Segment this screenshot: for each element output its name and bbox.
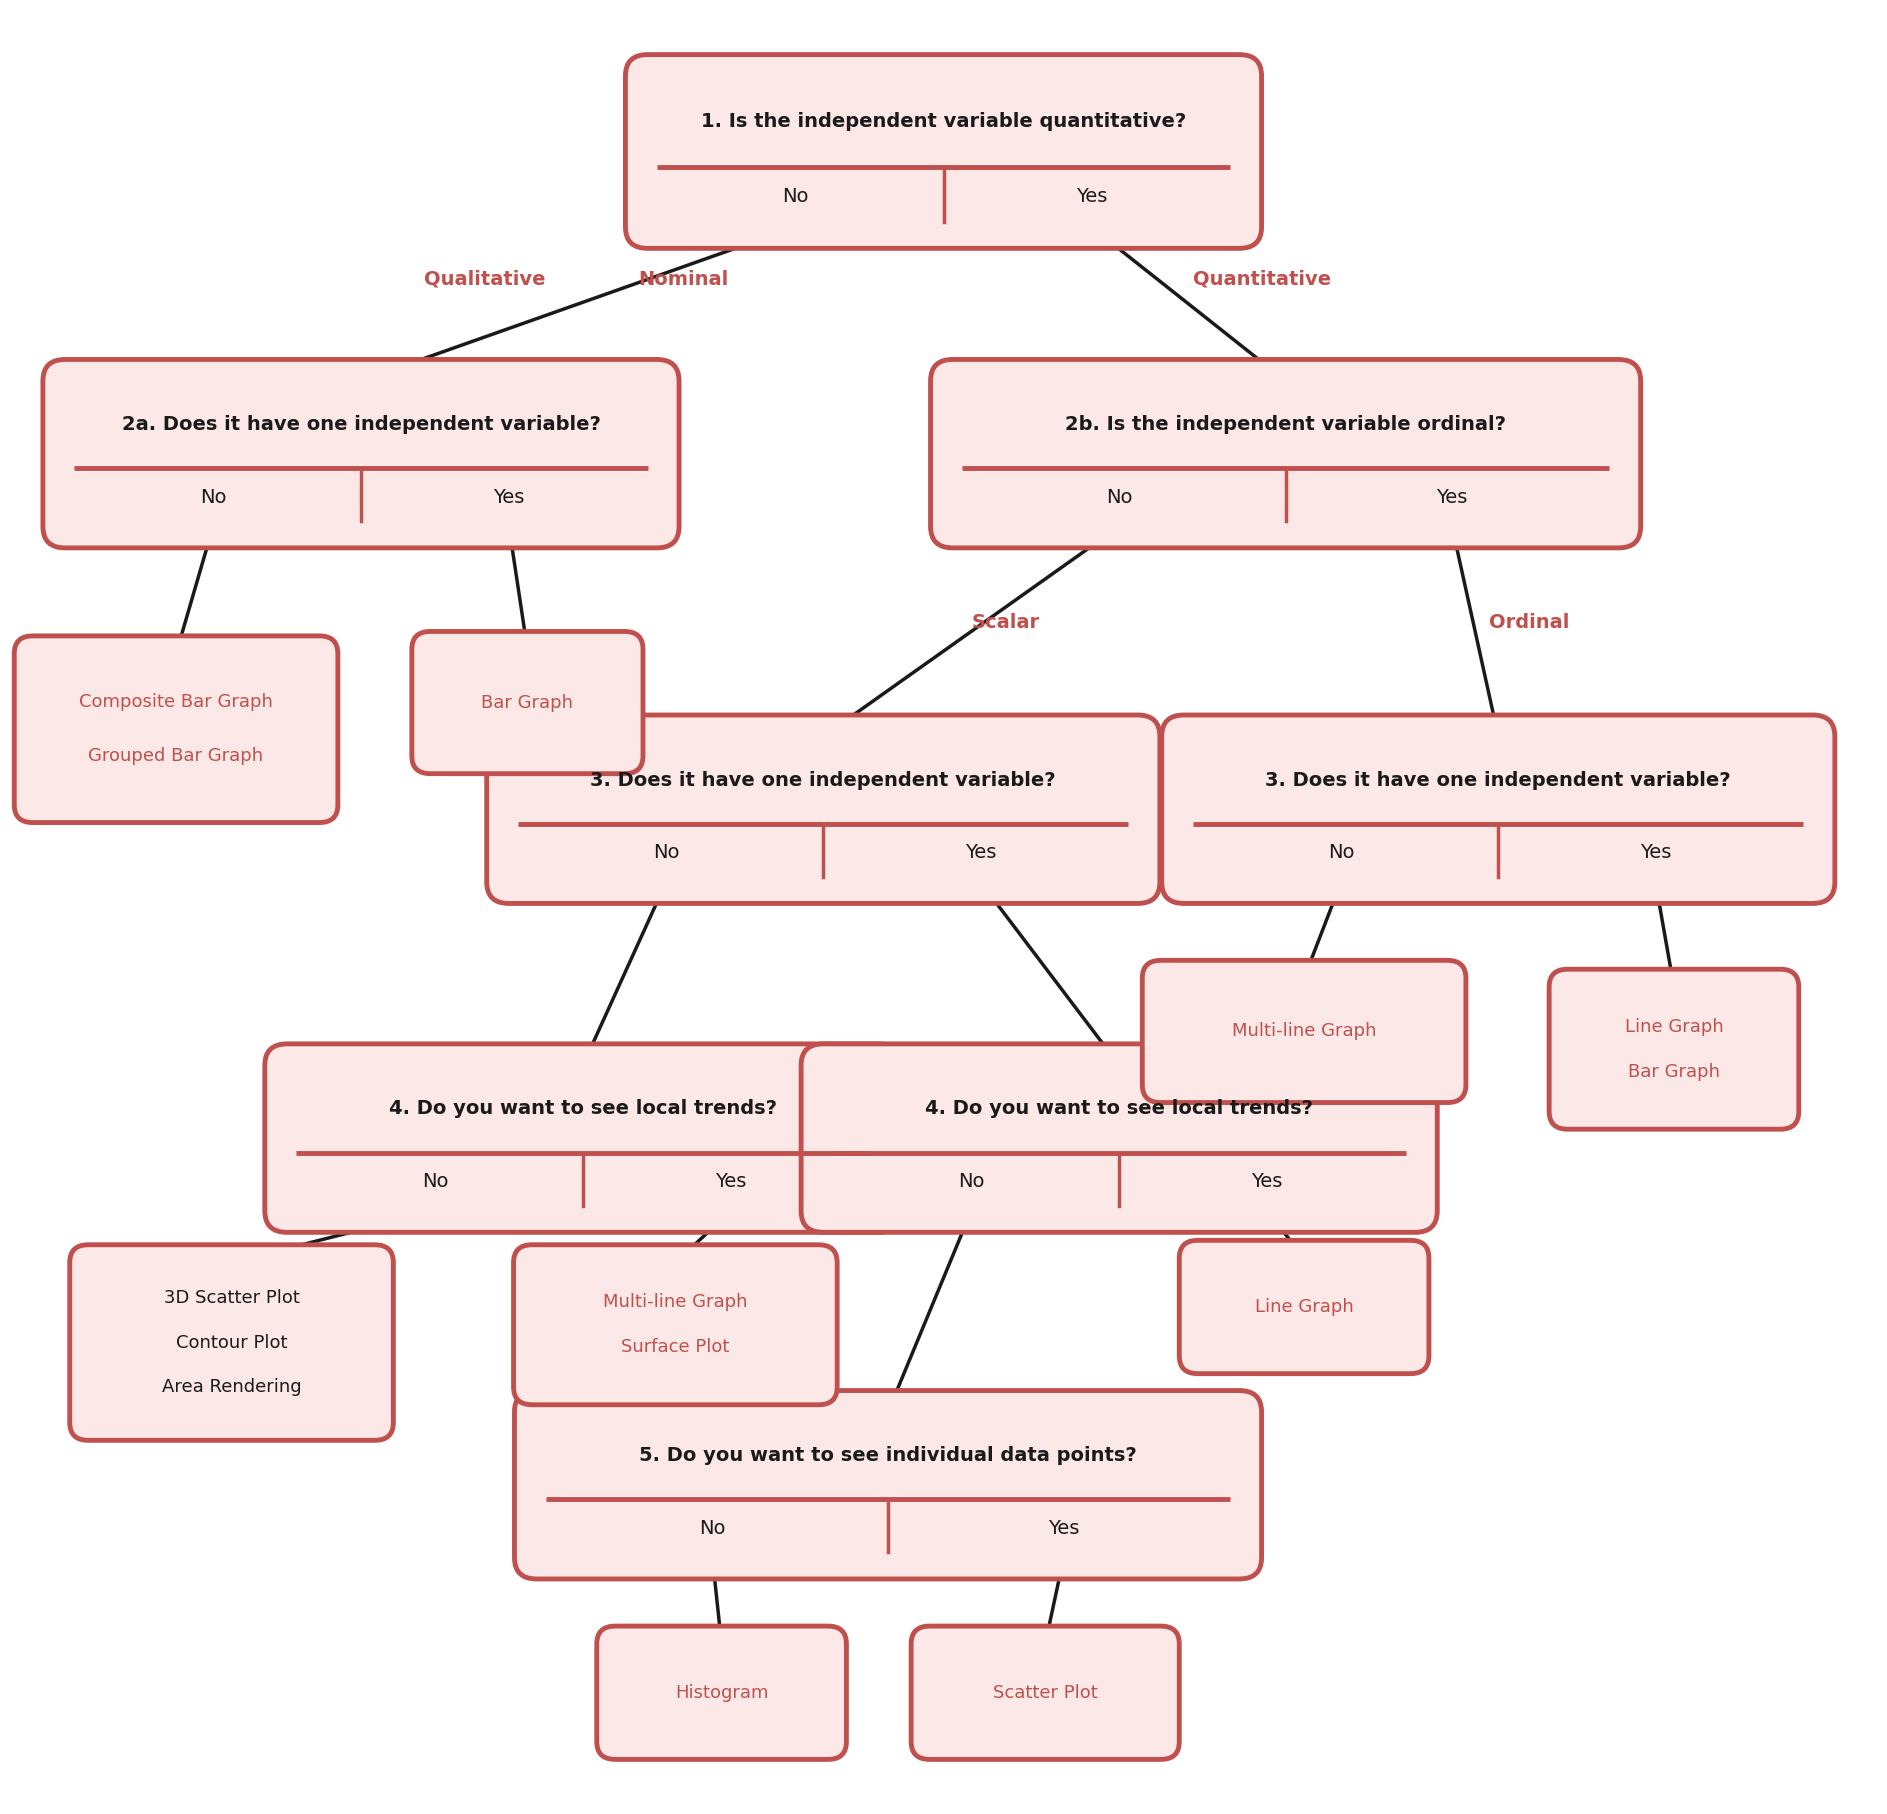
Text: Scalar: Scalar: [972, 613, 1040, 631]
Text: No: No: [1328, 844, 1355, 862]
Text: Line Graph: Line Graph: [1255, 1299, 1353, 1315]
FancyBboxPatch shape: [487, 715, 1161, 903]
FancyBboxPatch shape: [596, 1625, 847, 1760]
Text: No: No: [698, 1518, 726, 1538]
Text: Yes: Yes: [1251, 1172, 1283, 1192]
Text: Yes: Yes: [1640, 844, 1672, 862]
Text: 4. Do you want to see local trends?: 4. Do you want to see local trends?: [389, 1099, 777, 1119]
Text: Composite Bar Graph: Composite Bar Graph: [79, 693, 274, 711]
Text: Yes: Yes: [1436, 488, 1468, 506]
Text: Quantitative: Quantitative: [1193, 270, 1330, 288]
Text: Yes: Yes: [493, 488, 525, 506]
Text: Ordinal: Ordinal: [1489, 613, 1570, 631]
Text: 5. Do you want to see individual data points?: 5. Do you want to see individual data po…: [640, 1446, 1136, 1466]
FancyBboxPatch shape: [1549, 969, 1798, 1128]
Text: Line Graph: Line Graph: [1625, 1018, 1723, 1036]
FancyBboxPatch shape: [625, 54, 1262, 249]
Text: Surface Plot: Surface Plot: [621, 1339, 730, 1357]
FancyBboxPatch shape: [515, 1391, 1262, 1578]
Text: 3D Scatter Plot: 3D Scatter Plot: [164, 1288, 300, 1306]
Text: Bar Graph: Bar Graph: [1628, 1063, 1719, 1081]
Text: Contour Plot: Contour Plot: [175, 1333, 287, 1351]
Text: Nominal: Nominal: [638, 270, 728, 288]
Text: 2b. Is the independent variable ordinal?: 2b. Is the independent variable ordinal?: [1064, 415, 1506, 434]
FancyBboxPatch shape: [802, 1043, 1438, 1232]
FancyBboxPatch shape: [15, 637, 338, 822]
Text: 3. Does it have one independent variable?: 3. Does it have one independent variable…: [1266, 771, 1730, 789]
Text: No: No: [200, 488, 226, 506]
Text: Histogram: Histogram: [676, 1683, 768, 1702]
FancyBboxPatch shape: [930, 359, 1640, 548]
Text: No: No: [421, 1172, 449, 1192]
Text: Yes: Yes: [1047, 1518, 1079, 1538]
FancyBboxPatch shape: [411, 631, 643, 773]
FancyBboxPatch shape: [264, 1043, 900, 1232]
FancyBboxPatch shape: [1142, 960, 1466, 1103]
Text: Multi-line Graph: Multi-line Graph: [1232, 1023, 1376, 1041]
Text: 1. Is the independent variable quantitative?: 1. Is the independent variable quantitat…: [700, 112, 1187, 131]
Text: Yes: Yes: [964, 844, 996, 862]
FancyBboxPatch shape: [43, 359, 679, 548]
Text: 3. Does it have one independent variable?: 3. Does it have one independent variable…: [591, 771, 1057, 789]
FancyBboxPatch shape: [513, 1244, 838, 1404]
Text: Multi-line Graph: Multi-line Graph: [604, 1293, 747, 1312]
Text: 2a. Does it have one independent variable?: 2a. Does it have one independent variabl…: [121, 415, 600, 434]
Text: Grouped Bar Graph: Grouped Bar Graph: [89, 747, 264, 766]
Text: Scatter Plot: Scatter Plot: [993, 1683, 1098, 1702]
FancyBboxPatch shape: [911, 1625, 1179, 1760]
Text: Qualitative: Qualitative: [425, 270, 545, 288]
Text: Yes: Yes: [1076, 187, 1108, 207]
Text: 4. Do you want to see local trends?: 4. Do you want to see local trends?: [925, 1099, 1313, 1119]
Text: Yes: Yes: [715, 1172, 747, 1192]
FancyBboxPatch shape: [1179, 1241, 1428, 1373]
Text: No: No: [653, 844, 679, 862]
Text: Area Rendering: Area Rendering: [162, 1379, 302, 1397]
Text: No: No: [959, 1172, 985, 1192]
FancyBboxPatch shape: [1162, 715, 1834, 903]
Text: No: No: [1106, 488, 1132, 506]
FancyBboxPatch shape: [70, 1244, 392, 1440]
Text: Bar Graph: Bar Graph: [481, 693, 574, 711]
Text: No: No: [783, 187, 810, 207]
